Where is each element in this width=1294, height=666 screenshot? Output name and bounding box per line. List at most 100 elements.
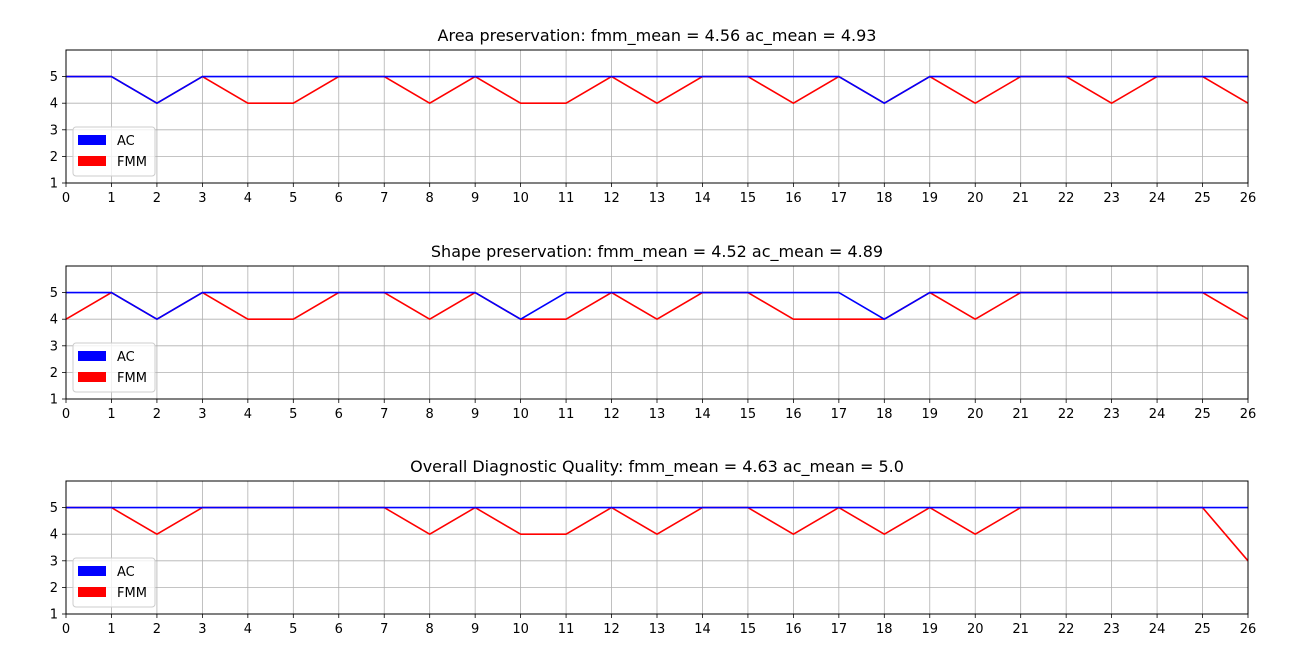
x-tick-label: 9 <box>471 191 479 206</box>
y-tick-label: 3 <box>50 339 58 354</box>
x-tick-label: 14 <box>694 622 711 637</box>
y-tick-label: 2 <box>50 150 58 165</box>
x-tick-label: 21 <box>1012 622 1029 637</box>
y-tick-label: 1 <box>50 393 58 408</box>
x-tick-label: 22 <box>1058 191 1075 206</box>
x-tick-label: 23 <box>1103 191 1120 206</box>
x-tick-label: 24 <box>1149 191 1166 206</box>
y-tick-label: 4 <box>50 528 58 543</box>
x-tick-label: 16 <box>785 191 802 206</box>
x-tick-label: 0 <box>62 407 70 422</box>
x-tick-label: 20 <box>967 407 984 422</box>
x-tick-label: 1 <box>107 407 115 422</box>
y-tick-label: 1 <box>50 608 58 623</box>
x-tick-label: 1 <box>107 191 115 206</box>
x-tick-label: 5 <box>289 622 297 637</box>
x-tick-label: 4 <box>244 622 252 637</box>
x-tick-label: 20 <box>967 622 984 637</box>
legend-label-fmm: FMM <box>117 155 147 170</box>
x-tick-label: 6 <box>335 407 343 422</box>
x-tick-label: 11 <box>558 622 575 637</box>
x-tick-label: 26 <box>1240 191 1257 206</box>
y-tick-label: 1 <box>50 177 58 192</box>
x-tick-label: 18 <box>876 407 893 422</box>
subplot-3: Overall Diagnostic Quality: fmm_mean = 4… <box>50 457 1257 637</box>
y-tick-label: 5 <box>50 70 58 85</box>
x-tick-label: 7 <box>380 622 388 637</box>
chart-title: Area preservation: fmm_mean = 4.56 ac_me… <box>438 26 877 46</box>
legend-swatch-fmm <box>78 587 106 597</box>
x-tick-label: 7 <box>380 407 388 422</box>
x-tick-label: 25 <box>1194 191 1211 206</box>
x-tick-label: 11 <box>558 191 575 206</box>
chart-title: Shape preservation: fmm_mean = 4.52 ac_m… <box>431 242 883 262</box>
legend-label-fmm: FMM <box>117 586 147 601</box>
x-tick-label: 3 <box>198 622 206 637</box>
x-tick-label: 19 <box>921 191 938 206</box>
y-tick-label: 2 <box>50 581 58 596</box>
x-tick-label: 21 <box>1012 191 1029 206</box>
x-tick-label: 23 <box>1103 622 1120 637</box>
x-tick-label: 15 <box>740 622 757 637</box>
x-tick-label: 13 <box>649 407 666 422</box>
x-tick-label: 1 <box>107 622 115 637</box>
x-tick-label: 19 <box>921 407 938 422</box>
x-tick-label: 0 <box>62 191 70 206</box>
y-tick-label: 3 <box>50 554 58 569</box>
x-tick-label: 10 <box>512 622 529 637</box>
x-tick-label: 18 <box>876 622 893 637</box>
x-tick-label: 12 <box>603 407 620 422</box>
x-tick-label: 7 <box>380 191 388 206</box>
legend: AC FMM <box>72 126 156 177</box>
x-tick-label: 8 <box>426 407 434 422</box>
x-tick-label: 10 <box>512 191 529 206</box>
x-tick-label: 6 <box>335 622 343 637</box>
x-tick-label: 14 <box>694 191 711 206</box>
y-tick-label: 5 <box>50 286 58 301</box>
legend: AC FMM <box>72 557 156 608</box>
x-tick-label: 12 <box>603 191 620 206</box>
x-tick-label: 3 <box>198 407 206 422</box>
x-tick-label: 22 <box>1058 622 1075 637</box>
subplot-2: Shape preservation: fmm_mean = 4.52 ac_m… <box>50 242 1257 422</box>
x-tick-label: 21 <box>1012 407 1029 422</box>
legend-label-ac: AC <box>117 350 135 365</box>
legend-swatch-fmm <box>78 372 106 382</box>
legend-label-ac: AC <box>117 134 135 149</box>
x-tick-label: 2 <box>153 407 161 422</box>
x-tick-label: 4 <box>244 191 252 206</box>
x-tick-label: 15 <box>740 407 757 422</box>
x-tick-label: 18 <box>876 191 893 206</box>
x-tick-label: 2 <box>153 622 161 637</box>
x-tick-label: 5 <box>289 191 297 206</box>
x-tick-label: 2 <box>153 191 161 206</box>
x-tick-label: 16 <box>785 622 802 637</box>
legend-swatch-fmm <box>78 156 106 166</box>
y-tick-label: 5 <box>50 501 58 516</box>
x-tick-label: 26 <box>1240 622 1257 637</box>
x-tick-label: 23 <box>1103 407 1120 422</box>
x-tick-label: 17 <box>831 622 848 637</box>
x-tick-label: 12 <box>603 622 620 637</box>
x-tick-label: 25 <box>1194 407 1211 422</box>
chart-title: Overall Diagnostic Quality: fmm_mean = 4… <box>410 457 904 477</box>
y-tick-label: 4 <box>50 97 58 112</box>
x-tick-label: 26 <box>1240 407 1257 422</box>
legend-label-ac: AC <box>117 565 135 580</box>
x-tick-label: 14 <box>694 407 711 422</box>
x-tick-label: 5 <box>289 407 297 422</box>
x-tick-label: 11 <box>558 407 575 422</box>
y-tick-label: 3 <box>50 123 58 138</box>
x-tick-label: 13 <box>649 622 666 637</box>
x-tick-label: 9 <box>471 407 479 422</box>
legend-swatch-ac <box>78 351 106 361</box>
legend-swatch-ac <box>78 135 106 145</box>
x-tick-label: 13 <box>649 191 666 206</box>
x-tick-label: 17 <box>831 191 848 206</box>
x-tick-label: 22 <box>1058 407 1075 422</box>
subplot-1: Area preservation: fmm_mean = 4.56 ac_me… <box>50 26 1257 206</box>
x-tick-label: 16 <box>785 407 802 422</box>
y-tick-label: 2 <box>50 366 58 381</box>
x-tick-label: 24 <box>1149 622 1166 637</box>
